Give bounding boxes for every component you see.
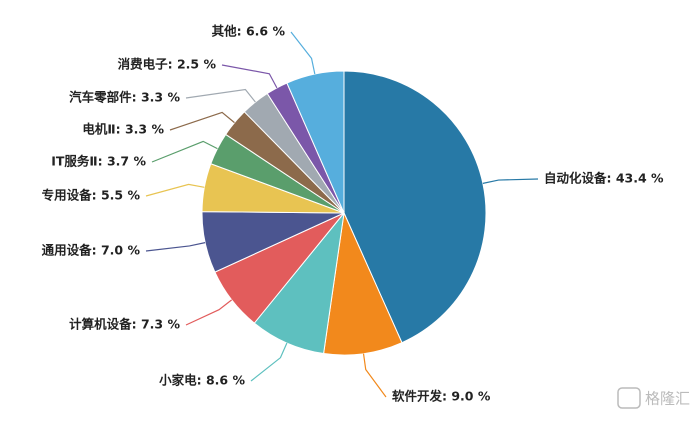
leader-line [145, 183, 205, 197]
watermark-icon [617, 387, 641, 409]
pie-slice [343, 70, 487, 344]
data-label: 计算机设备: 7.3 % [69, 317, 180, 332]
leader-line [185, 299, 233, 326]
leader-line [145, 242, 206, 252]
leader-line [290, 31, 316, 75]
data-label: 自动化设备: 43.4 % [544, 171, 664, 186]
pie-slice [286, 70, 345, 214]
data-label: 小家电: 8.6 % [158, 373, 245, 388]
leader-line [221, 64, 278, 89]
data-label: 软件开发: 9.0 % [392, 389, 491, 404]
leader-line [185, 88, 256, 103]
leader-line [250, 342, 288, 382]
data-label: 通用设备: 7.0 % [42, 243, 141, 258]
data-label: 电机Ⅱ: 3.3 % [82, 122, 164, 137]
leader-line [151, 140, 218, 163]
pie-slice [323, 211, 403, 356]
leader-line [482, 178, 539, 184]
leader-line [169, 111, 235, 131]
watermark: 格隆汇 [645, 390, 690, 408]
data-label: 消费电子: 2.5 % [118, 57, 217, 72]
data-label: 专用设备: 5.5 % [42, 188, 141, 203]
data-label: 汽车零部件: 3.3 % [69, 90, 180, 105]
leader-line [362, 353, 387, 398]
data-label: 其他: 6.6 % [212, 24, 286, 39]
data-label: IT服务Ⅱ: 3.7 % [51, 154, 146, 169]
